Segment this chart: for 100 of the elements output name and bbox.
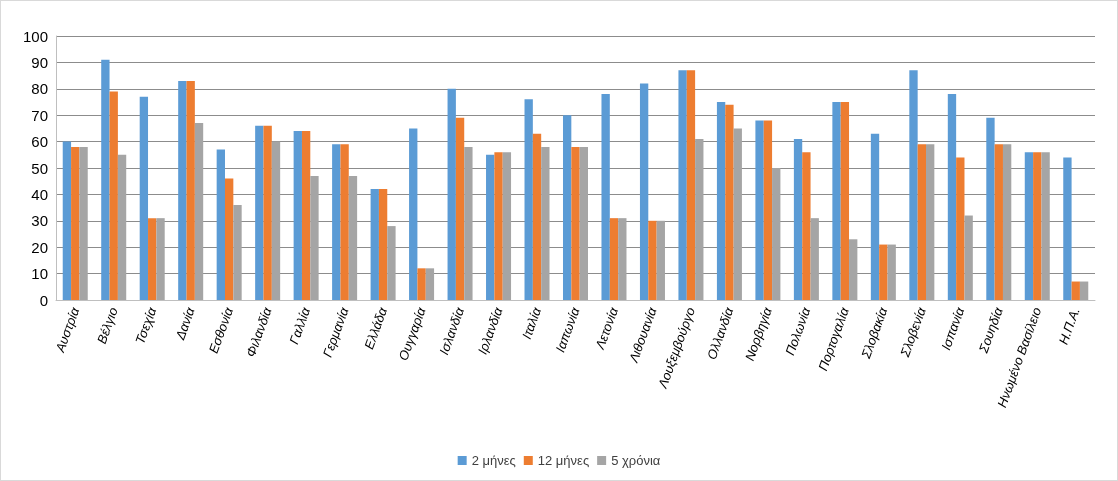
bar bbox=[793, 138, 803, 300]
bar bbox=[447, 88, 456, 300]
bar bbox=[802, 152, 811, 300]
y-tick-label: 0 bbox=[39, 291, 48, 309]
x-tick-label: Λετονία bbox=[591, 304, 622, 353]
y-tick-label: 80 bbox=[31, 80, 48, 98]
bar bbox=[887, 244, 896, 300]
bar bbox=[994, 144, 1003, 300]
bar bbox=[579, 146, 589, 300]
bar bbox=[917, 144, 926, 300]
bar bbox=[387, 226, 396, 300]
bar bbox=[541, 146, 550, 300]
bar bbox=[686, 70, 696, 300]
bar bbox=[618, 218, 627, 300]
bar bbox=[716, 102, 726, 300]
x-tick-label: Δανία bbox=[172, 304, 198, 343]
bar bbox=[340, 144, 349, 300]
bar bbox=[733, 128, 742, 300]
bar bbox=[502, 152, 512, 300]
bar bbox=[1033, 152, 1042, 300]
bar bbox=[486, 154, 495, 300]
x-tick-label: Βέλγιο bbox=[93, 305, 121, 346]
bar bbox=[601, 94, 610, 300]
bar bbox=[79, 146, 88, 300]
bar bbox=[810, 218, 819, 300]
x-tick-label: Ελλάδα bbox=[361, 304, 391, 352]
bar bbox=[255, 125, 264, 300]
bar bbox=[225, 178, 234, 300]
bar bbox=[1063, 157, 1072, 300]
legend-label: 2 μήνες bbox=[471, 453, 516, 468]
bar bbox=[378, 189, 388, 300]
x-tick-label: Τσεχία bbox=[132, 304, 160, 347]
bar bbox=[849, 239, 858, 300]
bar bbox=[271, 141, 281, 300]
x-tick-label: Ιταλία bbox=[518, 304, 545, 342]
bar bbox=[370, 189, 379, 300]
bar bbox=[425, 268, 435, 300]
bar bbox=[879, 244, 888, 300]
bar bbox=[763, 120, 773, 300]
bar bbox=[117, 154, 127, 300]
bar bbox=[964, 215, 973, 300]
bar bbox=[417, 268, 426, 300]
bar bbox=[186, 80, 195, 300]
bar bbox=[101, 59, 110, 300]
x-tick-label: Αυστρία bbox=[52, 304, 83, 355]
x-tick-label: Γαλλία bbox=[286, 304, 314, 347]
bar bbox=[233, 204, 242, 300]
bar bbox=[571, 146, 580, 300]
bar bbox=[840, 102, 850, 300]
bar bbox=[310, 175, 319, 300]
bar bbox=[1071, 281, 1080, 300]
bar bbox=[1024, 152, 1034, 300]
bar bbox=[293, 131, 302, 300]
bar bbox=[524, 99, 533, 300]
bar bbox=[455, 117, 465, 300]
bar bbox=[678, 70, 687, 300]
bar bbox=[139, 96, 149, 300]
bar bbox=[348, 175, 358, 300]
y-tick-label: 40 bbox=[31, 185, 48, 203]
bar bbox=[62, 141, 72, 300]
y-tick-label: 20 bbox=[31, 238, 48, 256]
bar bbox=[870, 133, 880, 300]
bar bbox=[926, 144, 935, 300]
y-tick-label: 30 bbox=[31, 212, 48, 230]
y-tick-label: 10 bbox=[31, 265, 48, 283]
legend-label: 5 χρόνια bbox=[611, 453, 661, 468]
bar bbox=[772, 168, 781, 300]
bar bbox=[986, 117, 995, 300]
bar bbox=[956, 157, 965, 300]
bar bbox=[216, 149, 225, 300]
bar bbox=[301, 131, 311, 300]
bar bbox=[909, 70, 918, 300]
bar bbox=[656, 220, 665, 300]
y-tick-label: 100 bbox=[22, 27, 48, 45]
bar bbox=[725, 104, 734, 300]
bar bbox=[109, 91, 118, 300]
bar bbox=[263, 125, 272, 300]
bar bbox=[832, 102, 841, 300]
bar bbox=[1002, 144, 1012, 300]
bar bbox=[1041, 152, 1050, 300]
bar bbox=[1079, 281, 1089, 300]
bar bbox=[532, 133, 542, 300]
y-tick-label: 50 bbox=[31, 159, 48, 177]
bar bbox=[178, 80, 187, 300]
bar bbox=[148, 218, 157, 300]
bar bbox=[648, 220, 657, 300]
bar bbox=[695, 138, 704, 300]
bar bbox=[156, 218, 165, 300]
bar bbox=[409, 128, 418, 300]
y-tick-label: 70 bbox=[31, 106, 48, 124]
bar bbox=[639, 83, 649, 300]
bar bbox=[332, 144, 341, 300]
bar bbox=[562, 115, 572, 300]
bar bbox=[609, 218, 619, 300]
legend-label: 12 μήνες bbox=[537, 453, 590, 468]
bar bbox=[755, 120, 764, 300]
bar bbox=[464, 146, 473, 300]
y-tick-label: 90 bbox=[31, 53, 48, 71]
x-tick-label: Ισπανία bbox=[938, 304, 968, 353]
bar bbox=[494, 152, 503, 300]
